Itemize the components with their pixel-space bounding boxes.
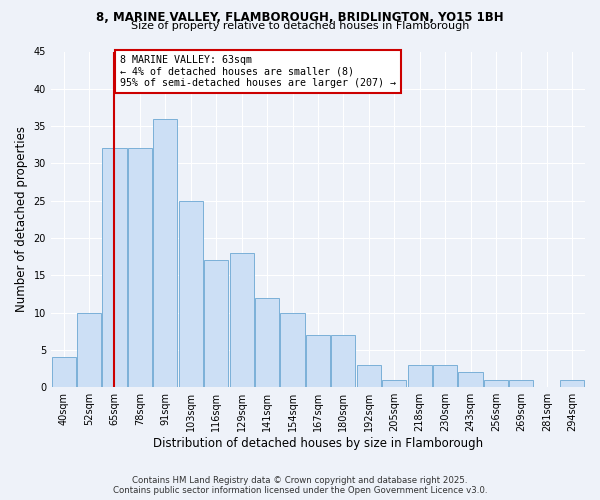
Bar bbox=[382, 380, 406, 387]
Bar bbox=[179, 200, 203, 387]
Bar bbox=[357, 365, 381, 387]
Bar bbox=[509, 380, 533, 387]
Bar bbox=[204, 260, 229, 387]
Text: Size of property relative to detached houses in Flamborough: Size of property relative to detached ho… bbox=[131, 21, 469, 31]
Bar bbox=[255, 298, 279, 387]
Bar bbox=[153, 118, 178, 387]
Bar bbox=[52, 358, 76, 387]
Bar bbox=[407, 365, 432, 387]
Bar bbox=[331, 335, 355, 387]
Bar bbox=[433, 365, 457, 387]
Y-axis label: Number of detached properties: Number of detached properties bbox=[15, 126, 28, 312]
Bar bbox=[306, 335, 330, 387]
Bar bbox=[128, 148, 152, 387]
Bar bbox=[560, 380, 584, 387]
Text: 8, MARINE VALLEY, FLAMBOROUGH, BRIDLINGTON, YO15 1BH: 8, MARINE VALLEY, FLAMBOROUGH, BRIDLINGT… bbox=[96, 11, 504, 24]
Bar bbox=[77, 312, 101, 387]
Text: 8 MARINE VALLEY: 63sqm
← 4% of detached houses are smaller (8)
95% of semi-detac: 8 MARINE VALLEY: 63sqm ← 4% of detached … bbox=[119, 55, 395, 88]
X-axis label: Distribution of detached houses by size in Flamborough: Distribution of detached houses by size … bbox=[153, 437, 483, 450]
Bar bbox=[458, 372, 482, 387]
Bar bbox=[230, 253, 254, 387]
Bar bbox=[280, 312, 305, 387]
Text: Contains HM Land Registry data © Crown copyright and database right 2025.
Contai: Contains HM Land Registry data © Crown c… bbox=[113, 476, 487, 495]
Bar bbox=[484, 380, 508, 387]
Bar bbox=[103, 148, 127, 387]
